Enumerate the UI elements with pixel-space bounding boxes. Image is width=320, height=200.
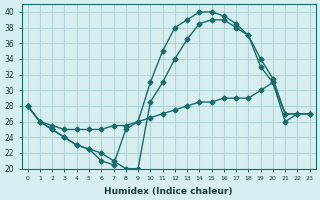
- X-axis label: Humidex (Indice chaleur): Humidex (Indice chaleur): [104, 187, 233, 196]
